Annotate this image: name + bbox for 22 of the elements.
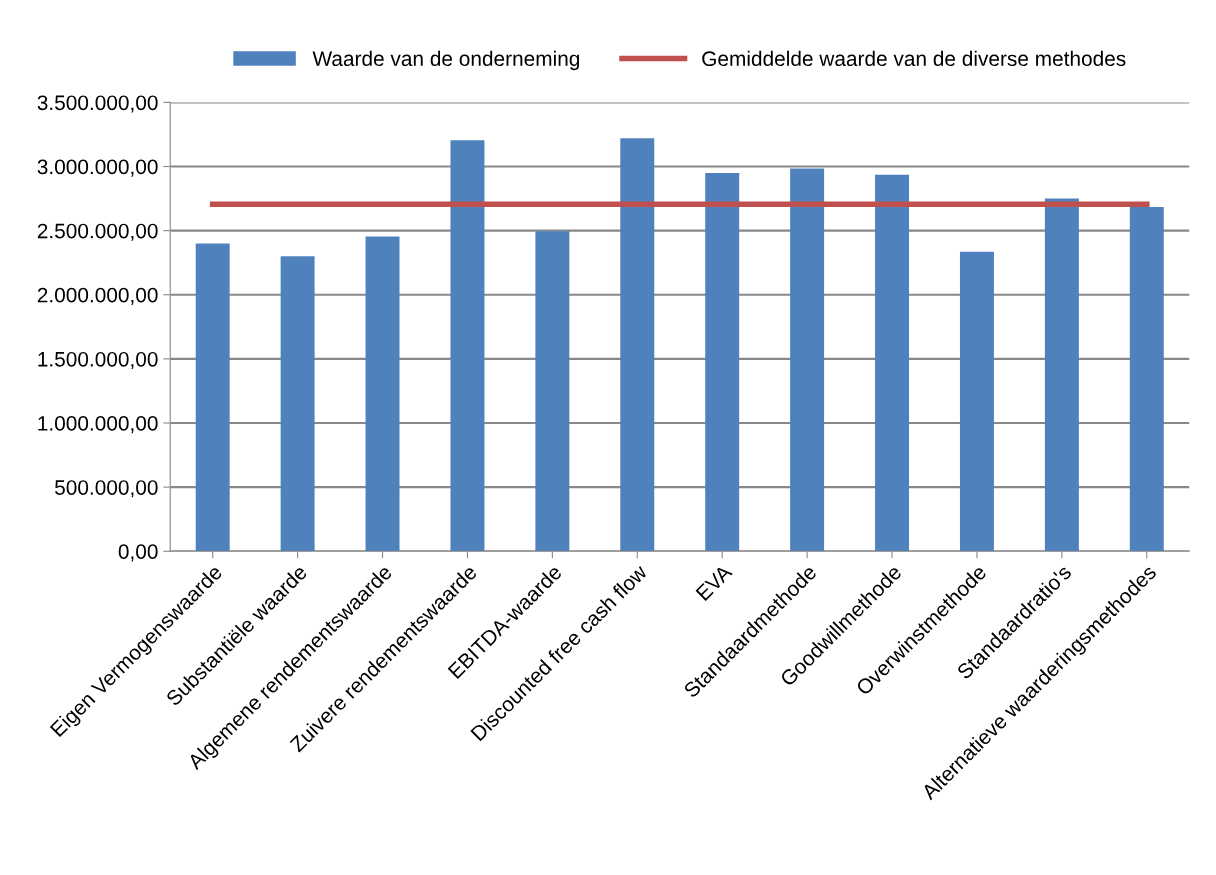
y-tick-label: 1.000.000,00	[38, 416, 158, 434]
bar	[280, 256, 315, 552]
y-tick-label: 3.500.000,00	[37, 95, 158, 113]
y-tick-label: 0,00	[118, 544, 158, 562]
bar	[195, 243, 230, 552]
y-tick-label: 500.000,00	[55, 480, 158, 498]
bar	[1044, 198, 1079, 552]
bar	[790, 168, 825, 552]
legend-label: Waarde van de onderneming	[312, 50, 580, 71]
legend-label: Gemiddelde waarde van de diverse methodes	[702, 50, 1126, 67]
y-tick-label: 2.000.000,00	[37, 287, 158, 305]
bar	[875, 174, 910, 552]
y-tick-label: 2.500.000,00	[37, 223, 158, 241]
bar	[365, 236, 400, 552]
bar	[705, 172, 740, 552]
bar	[450, 140, 485, 552]
bar	[959, 251, 994, 552]
bar	[1129, 206, 1164, 552]
y-tick-label: 1.500.000,00	[38, 351, 158, 370]
bar	[620, 138, 655, 552]
bar	[535, 231, 570, 552]
y-tick-label: 3.000.000,00	[37, 159, 158, 177]
